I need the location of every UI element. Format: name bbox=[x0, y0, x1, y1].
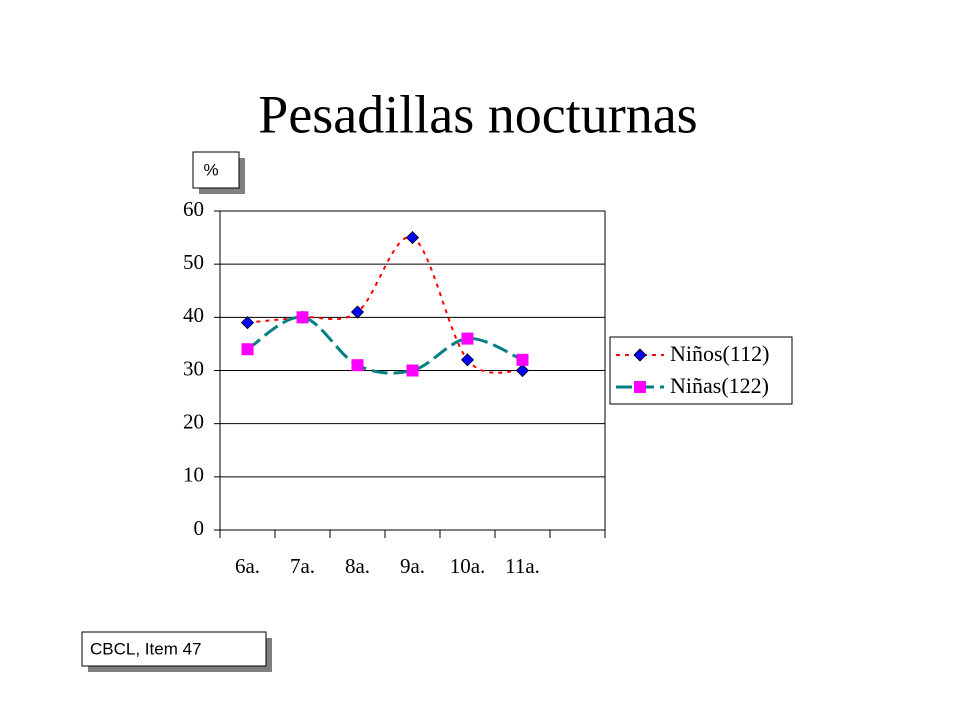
x-tick-label: 7a. bbox=[290, 554, 315, 578]
marker bbox=[296, 311, 309, 324]
marker bbox=[240, 316, 255, 330]
marker bbox=[516, 353, 529, 366]
x-tick-label: 11a. bbox=[505, 554, 540, 578]
series-line bbox=[246, 315, 524, 375]
marker bbox=[241, 343, 254, 356]
marker bbox=[351, 359, 364, 372]
marker bbox=[460, 353, 475, 367]
y-tick-label: 60 bbox=[183, 197, 204, 221]
legend-marker bbox=[633, 348, 647, 362]
marker bbox=[406, 364, 419, 377]
y-tick-label: 10 bbox=[183, 463, 204, 487]
y-label-box bbox=[192, 151, 240, 189]
x-tick-label: 10a. bbox=[450, 554, 486, 578]
x-tick-label: 8a. bbox=[345, 554, 370, 578]
y-tick-label: 50 bbox=[183, 250, 204, 274]
x-tick-label: 9a. bbox=[400, 554, 425, 578]
y-tick-label: 20 bbox=[183, 409, 204, 433]
marker bbox=[515, 363, 530, 378]
x-tick-label: 6a. bbox=[235, 554, 260, 578]
y-tick-label: 0 bbox=[194, 516, 205, 540]
legend-label: Niñas(122) bbox=[670, 373, 769, 398]
legend-marker bbox=[634, 381, 646, 393]
marker bbox=[461, 332, 474, 345]
y-label: % bbox=[203, 160, 218, 179]
legend bbox=[609, 336, 793, 405]
legend-label: Niños(112) bbox=[670, 341, 769, 366]
marker bbox=[350, 305, 365, 319]
note: CBCL, Item 47 bbox=[90, 639, 202, 658]
y-tick-label: 30 bbox=[183, 356, 204, 380]
chart-title: Pesadillas nocturnas bbox=[258, 84, 697, 144]
y-tick-label: 40 bbox=[183, 303, 204, 327]
note-box bbox=[81, 631, 267, 667]
marker bbox=[405, 231, 420, 245]
